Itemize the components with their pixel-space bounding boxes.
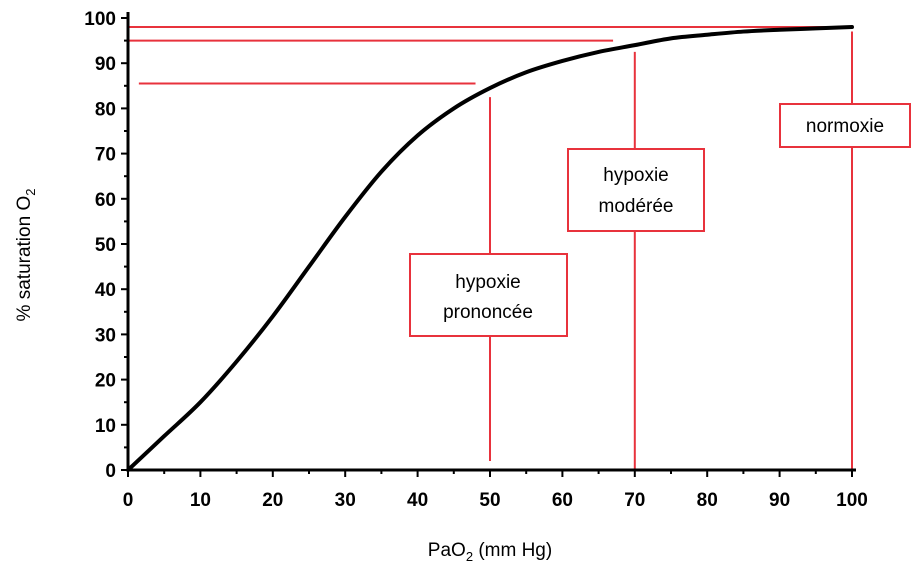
x-tick-label: 90: [769, 490, 790, 511]
annotation-hypoxie-prononcee: hypoxie prononcée: [409, 253, 568, 337]
ticks: 0 10 20 30 40 50 60 70 80 90 100 0 10 20 30 40 50 60 70 80 9…: [84, 9, 868, 511]
y-tick-label: 90: [95, 54, 116, 75]
y-axis-label: % saturation O2: [14, 189, 38, 322]
y-tick-label: 40: [95, 280, 116, 301]
annotation-box: [567, 148, 705, 232]
y-tick-label: 80: [95, 99, 116, 120]
x-tick-label: 70: [624, 490, 645, 511]
y-tick-label: 100: [84, 9, 116, 30]
annotation-line-2: prononcée: [443, 302, 533, 323]
y-tick-label: 60: [95, 190, 116, 211]
y-tick-label: 0: [105, 461, 116, 482]
y-tick-label: 70: [95, 145, 116, 166]
x-tick-label: 60: [552, 490, 573, 511]
annotation-line-2: modérée: [599, 196, 674, 217]
annotation-normoxie: normoxie: [779, 103, 911, 148]
x-tick-label: 30: [335, 490, 356, 511]
x-tick-label: 40: [407, 490, 428, 511]
x-tick-label: 50: [479, 490, 500, 511]
y-tick-label: 20: [95, 371, 116, 392]
annotation-line-1: hypoxie: [603, 165, 669, 186]
axes: [126, 12, 856, 472]
annotation-box: [779, 103, 911, 148]
y-tick-label: 50: [95, 235, 116, 256]
annotation-line-1: hypoxie: [455, 272, 521, 293]
y-tick-label: 10: [95, 416, 116, 437]
x-axis-label: PaO2 (mm Hg): [428, 540, 552, 564]
annotation-line-1: normoxie: [806, 116, 884, 137]
saturation-curve: [126, 25, 854, 472]
x-tick-label: 100: [836, 490, 868, 511]
reference-lines: [128, 26, 853, 470]
x-tick-label: 0: [123, 490, 134, 511]
y-tick-label: 30: [95, 325, 116, 346]
x-tick-label: 10: [190, 490, 211, 511]
x-tick-label: 20: [262, 490, 283, 511]
x-tick-label: 80: [697, 490, 718, 511]
annotation-hypoxie-moderee: hypoxie modérée: [567, 148, 705, 232]
annotation-box: [409, 253, 568, 337]
